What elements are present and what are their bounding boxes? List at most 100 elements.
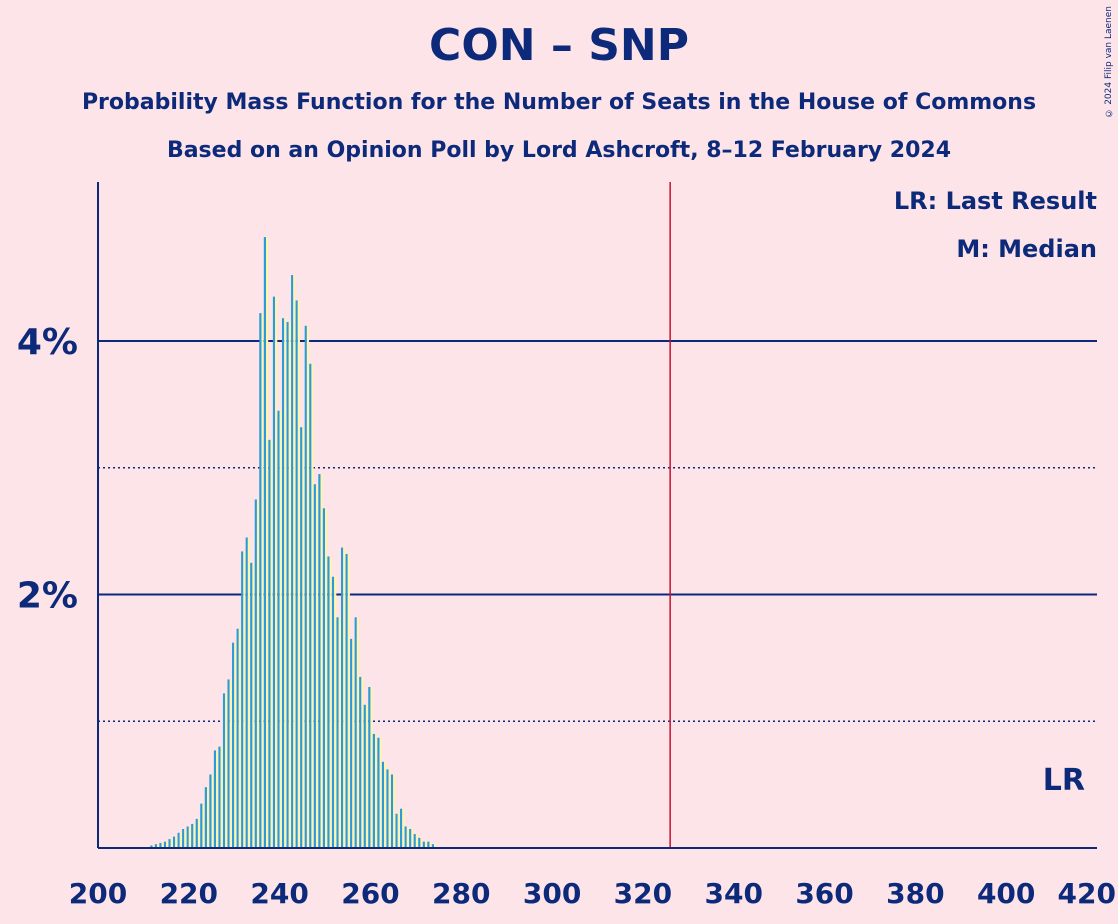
bar bbox=[377, 737, 380, 848]
bar bbox=[313, 484, 316, 848]
bar bbox=[161, 842, 164, 848]
bar bbox=[295, 300, 298, 848]
bar bbox=[334, 576, 337, 848]
bar bbox=[286, 321, 289, 848]
x-tick-label: 380 bbox=[886, 877, 944, 910]
bar bbox=[195, 818, 198, 848]
bar bbox=[322, 508, 326, 848]
bar bbox=[311, 363, 314, 848]
x-tick-label: 260 bbox=[341, 877, 399, 910]
bar bbox=[413, 834, 416, 848]
bar bbox=[397, 813, 400, 848]
bar bbox=[327, 556, 330, 848]
bar bbox=[206, 787, 210, 848]
bar bbox=[288, 321, 291, 848]
bar bbox=[279, 410, 282, 848]
bar bbox=[320, 474, 323, 848]
bar bbox=[184, 828, 187, 848]
bar bbox=[338, 617, 341, 848]
bar bbox=[247, 537, 251, 848]
bar bbox=[404, 826, 407, 848]
bar bbox=[168, 839, 171, 848]
bar bbox=[370, 687, 373, 848]
bar bbox=[331, 576, 335, 848]
bar bbox=[427, 841, 430, 848]
bar bbox=[325, 508, 328, 848]
bar bbox=[229, 679, 232, 848]
y-tick-label: 2% bbox=[17, 576, 78, 617]
bar bbox=[232, 642, 235, 848]
bar bbox=[386, 769, 389, 848]
bar bbox=[275, 296, 278, 848]
bar bbox=[343, 547, 346, 848]
bar bbox=[281, 318, 285, 848]
bar bbox=[291, 275, 294, 849]
bar bbox=[216, 750, 219, 848]
bar bbox=[329, 556, 332, 848]
bar bbox=[154, 844, 158, 848]
bar bbox=[152, 845, 155, 848]
bar bbox=[374, 733, 378, 848]
bar bbox=[309, 363, 312, 848]
bar bbox=[250, 562, 253, 848]
bars bbox=[150, 237, 437, 849]
bar bbox=[234, 642, 237, 848]
bar bbox=[302, 427, 305, 848]
bar bbox=[238, 628, 241, 848]
chart-subtitle: Probability Mass Function for the Number… bbox=[81, 90, 1037, 115]
bar bbox=[304, 325, 307, 848]
x-tick-label: 340 bbox=[705, 877, 763, 910]
bar bbox=[179, 832, 182, 848]
bar bbox=[361, 676, 364, 848]
x-tick-label: 200 bbox=[69, 877, 127, 910]
bar bbox=[256, 499, 260, 848]
bar bbox=[263, 237, 267, 848]
bar bbox=[222, 693, 226, 848]
bar bbox=[429, 841, 432, 848]
bar bbox=[315, 484, 319, 848]
bar bbox=[406, 826, 409, 848]
bar bbox=[381, 761, 385, 848]
chart-source-subtitle: Based on an Opinion Poll by Lord Ashcrof… bbox=[166, 138, 952, 163]
bar bbox=[297, 300, 300, 848]
bar bbox=[182, 828, 185, 848]
x-tick-label: 400 bbox=[977, 877, 1035, 910]
bar bbox=[368, 687, 371, 848]
bar bbox=[163, 841, 167, 848]
y-tick-labels: 2% 4% bbox=[17, 322, 78, 617]
bar bbox=[211, 774, 214, 848]
bar bbox=[243, 551, 246, 848]
bar bbox=[225, 693, 228, 848]
bar bbox=[259, 313, 262, 848]
bar bbox=[197, 818, 201, 848]
bar bbox=[350, 638, 353, 848]
bar bbox=[293, 275, 296, 849]
bar bbox=[341, 547, 344, 848]
legend-median: M: Median bbox=[956, 235, 1097, 263]
bar bbox=[218, 746, 221, 848]
bar bbox=[424, 841, 428, 848]
x-tick-label: 300 bbox=[523, 877, 581, 910]
bar bbox=[384, 761, 387, 848]
bar bbox=[159, 842, 162, 848]
bar bbox=[363, 704, 366, 848]
y-tick-label: 4% bbox=[17, 322, 78, 363]
bar bbox=[272, 296, 276, 848]
bar bbox=[420, 837, 423, 848]
bar bbox=[261, 313, 264, 848]
bar bbox=[254, 499, 257, 848]
bar bbox=[150, 845, 153, 848]
bar bbox=[284, 318, 287, 848]
bar bbox=[379, 737, 382, 848]
chart-title: CON – SNP bbox=[429, 20, 689, 71]
x-tick-label: 240 bbox=[250, 877, 308, 910]
bar bbox=[372, 733, 375, 848]
bar bbox=[166, 841, 169, 848]
bar bbox=[200, 803, 203, 848]
x-tick-label: 360 bbox=[795, 877, 853, 910]
bar bbox=[172, 836, 176, 848]
bar bbox=[252, 562, 255, 848]
bar bbox=[266, 237, 269, 848]
bar bbox=[170, 839, 173, 848]
